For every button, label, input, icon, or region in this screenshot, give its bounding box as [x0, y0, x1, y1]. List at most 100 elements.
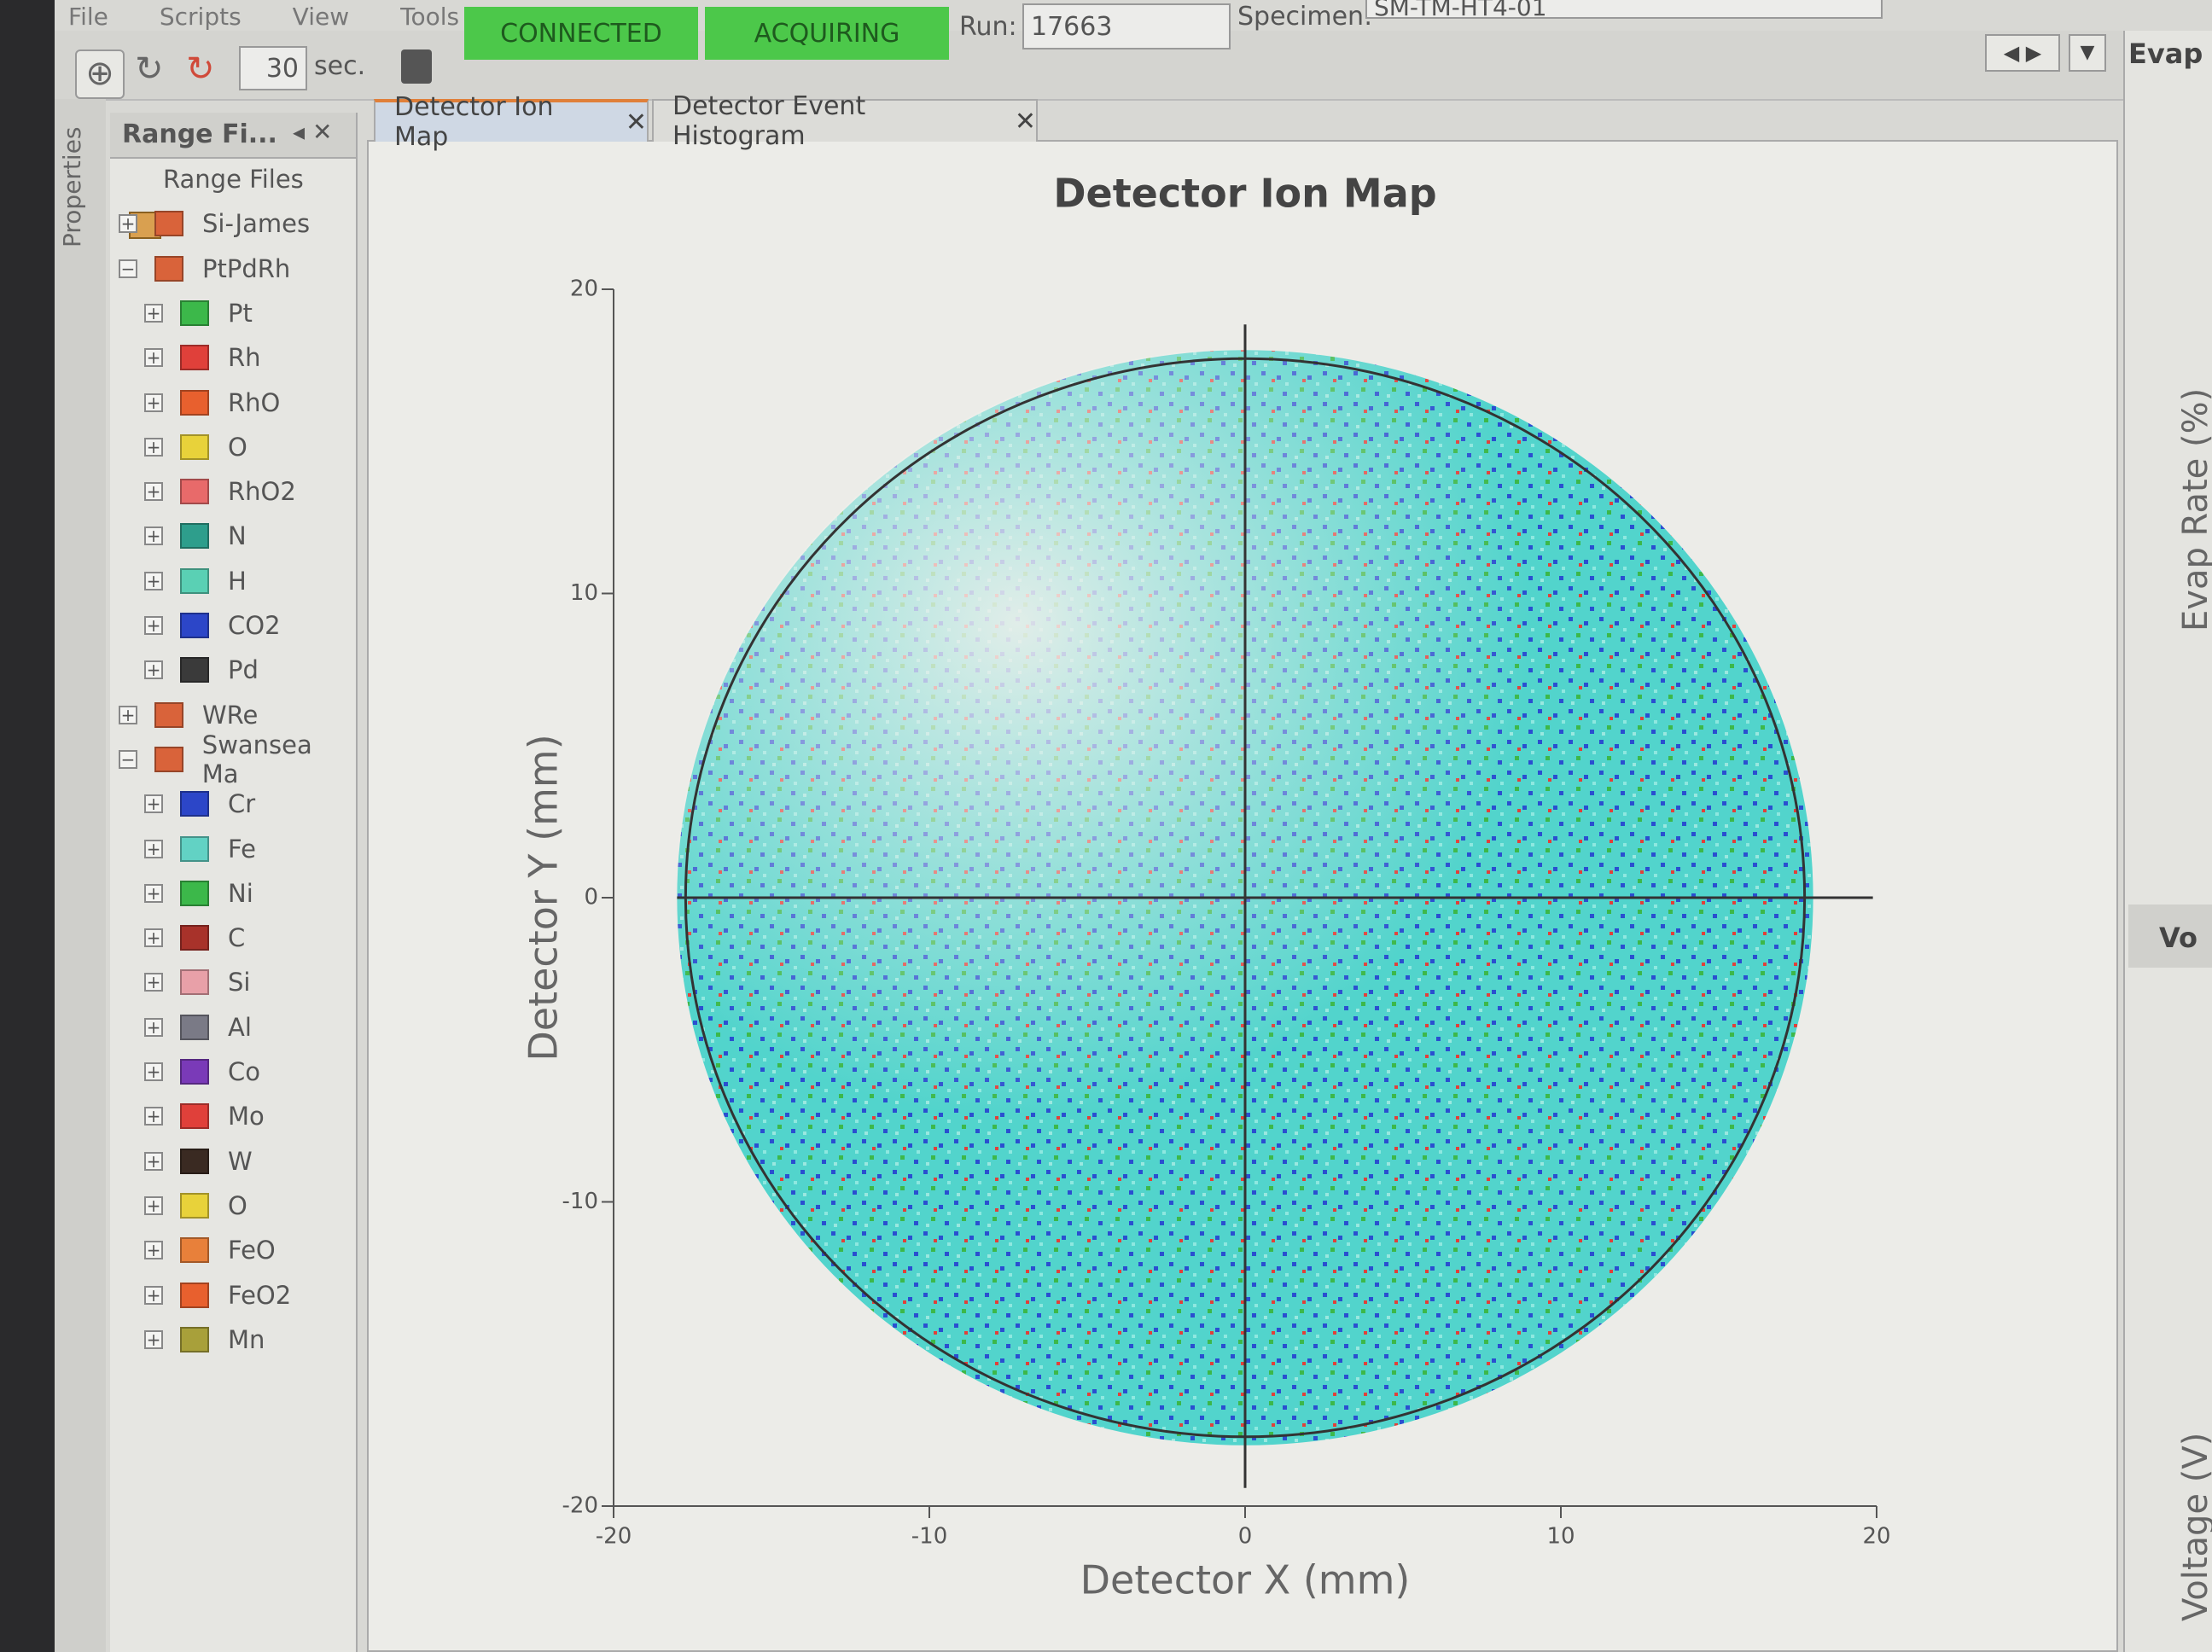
specimen-field: SM-TM-HT4-01 [1365, 0, 1883, 21]
tab-histogram[interactable]: Detector Event Histogram ✕ [652, 91, 1038, 151]
tree-label: O [228, 1190, 247, 1220]
tree-label: FeO [228, 1236, 276, 1265]
menu-item[interactable]: Tools [400, 2, 460, 31]
tree-icon [180, 1282, 209, 1308]
interval-unit: sec. [314, 51, 366, 81]
range-file: − PtPdRh [119, 247, 290, 291]
tree-expander[interactable]: − [119, 259, 137, 278]
tree-icon [180, 1148, 209, 1174]
specimen-label: Specimen: [1237, 2, 1373, 32]
tree-expander[interactable]: + [144, 928, 163, 948]
tree-expander[interactable]: + [144, 526, 163, 546]
menu-item[interactable]: File [68, 2, 108, 31]
tree-expander[interactable]: + [144, 348, 163, 368]
tree-expander[interactable]: + [144, 883, 163, 903]
x-axis-label: Detector X (mm) [1080, 1557, 1411, 1603]
tree-expander[interactable]: + [119, 705, 137, 724]
menu-item[interactable]: Scripts [159, 2, 242, 31]
run-label: Run: [959, 12, 1017, 42]
nav-buttons[interactable]: ◀ ▶ [1985, 34, 2060, 72]
ion-item: + Pd [144, 648, 259, 692]
tab-close[interactable]: ✕ [625, 107, 647, 137]
tab-label: Detector Event Histogram [672, 91, 866, 151]
tree-expander[interactable]: + [144, 973, 163, 992]
tree-expander[interactable]: + [119, 214, 137, 234]
tree-icon [180, 1326, 209, 1352]
tree-expander[interactable]: + [144, 660, 163, 680]
ion-item: + FeO2 [144, 1273, 291, 1318]
tree-expander[interactable]: + [144, 1151, 163, 1171]
y-tick-label: 10 [570, 580, 598, 606]
tree-expander[interactable]: + [144, 571, 163, 590]
tree-label: Co [228, 1057, 260, 1086]
tree-label: Rh [228, 343, 261, 373]
tree-icon [180, 1237, 209, 1264]
range-file: − Swansea Ma [119, 730, 356, 788]
tree-icon [180, 613, 209, 638]
ion-item: + Co [144, 1050, 260, 1094]
tree-expander[interactable]: + [144, 393, 163, 412]
tab-close[interactable]: ✕ [1014, 106, 1036, 137]
tree-label: Mo [228, 1102, 265, 1131]
tree-icon [180, 389, 209, 416]
tree-expander[interactable]: + [144, 616, 163, 635]
ion-item: + O [144, 1184, 247, 1228]
ion-item: + RhO2 [144, 469, 296, 514]
y-tick-label: -10 [562, 1189, 598, 1214]
ion-item: + Mn [144, 1318, 265, 1362]
range-panel-title: Range Fi... [122, 119, 277, 149]
tree-label: Si-James [202, 209, 311, 239]
tree-label: RhO2 [228, 477, 296, 507]
ion-item: + CO2 [144, 603, 281, 648]
tree-label: FeO2 [228, 1280, 292, 1310]
tree-expander[interactable]: + [144, 1017, 163, 1037]
tree-expander[interactable]: + [144, 1195, 163, 1215]
interval-input[interactable]: 30 [239, 46, 307, 90]
panel-controls[interactable]: ◂ ✕ [293, 118, 333, 146]
tree-expander[interactable]: + [144, 794, 163, 814]
tree-expander[interactable]: + [144, 1329, 163, 1349]
tree-expander[interactable]: − [119, 749, 137, 769]
tree-expander[interactable]: + [144, 1062, 163, 1081]
tree-icon [180, 1059, 209, 1085]
evap-axis-label: Evap Rate (%) [2176, 387, 2212, 631]
tree-icon [180, 1103, 209, 1130]
refresh-button[interactable]: ↻ [135, 49, 164, 89]
tree-icon [180, 1192, 209, 1219]
tree-label: Si [228, 968, 251, 998]
ion-item: + N [144, 514, 247, 558]
tree-label: Swansea Ma [201, 730, 312, 788]
tree-label: WRe [202, 700, 259, 730]
menu-item[interactable]: View [292, 2, 350, 31]
tab-ion-map[interactable]: Detector Ion Map ✕ [374, 92, 649, 152]
tree-label: Mn [228, 1324, 265, 1354]
tree-icon [180, 880, 209, 906]
tree-expander[interactable]: + [144, 1107, 163, 1126]
tree-expander[interactable]: + [144, 1285, 163, 1305]
stop-button[interactable]: ↻ [186, 49, 215, 89]
tree-expander[interactable]: + [144, 839, 163, 858]
tree-label: CO2 [228, 611, 281, 640]
voltage-title: Vo [2159, 922, 2197, 954]
ion-item: + Mo [144, 1094, 265, 1138]
chart-title: Detector Ion Map [1053, 171, 1436, 217]
crosshair-tool[interactable]: ⊕ [75, 49, 125, 99]
tree-label: Fe [228, 834, 256, 864]
tree-label: RhO [228, 387, 281, 417]
tree-icon [154, 746, 183, 772]
tree-expander[interactable]: + [144, 482, 163, 502]
tree-expander[interactable]: + [144, 437, 163, 457]
camera-button[interactable] [401, 49, 432, 84]
range-panel: Range Fi... ◂ ✕ Range Files + Si-James − PtP… [110, 113, 358, 1652]
range-file: + Si-James [119, 201, 310, 246]
tree-label: Al [228, 1012, 252, 1042]
tree-icon [180, 791, 209, 817]
tree-expander[interactable]: + [144, 303, 163, 323]
tree-icon [180, 1014, 209, 1040]
dropdown-button[interactable]: ▼ [2069, 34, 2106, 72]
range-panel-header [110, 113, 356, 159]
tree-expander[interactable]: + [144, 1241, 163, 1260]
x-tick-label: 0 [1238, 1524, 1253, 1550]
side-strip [55, 99, 106, 1652]
